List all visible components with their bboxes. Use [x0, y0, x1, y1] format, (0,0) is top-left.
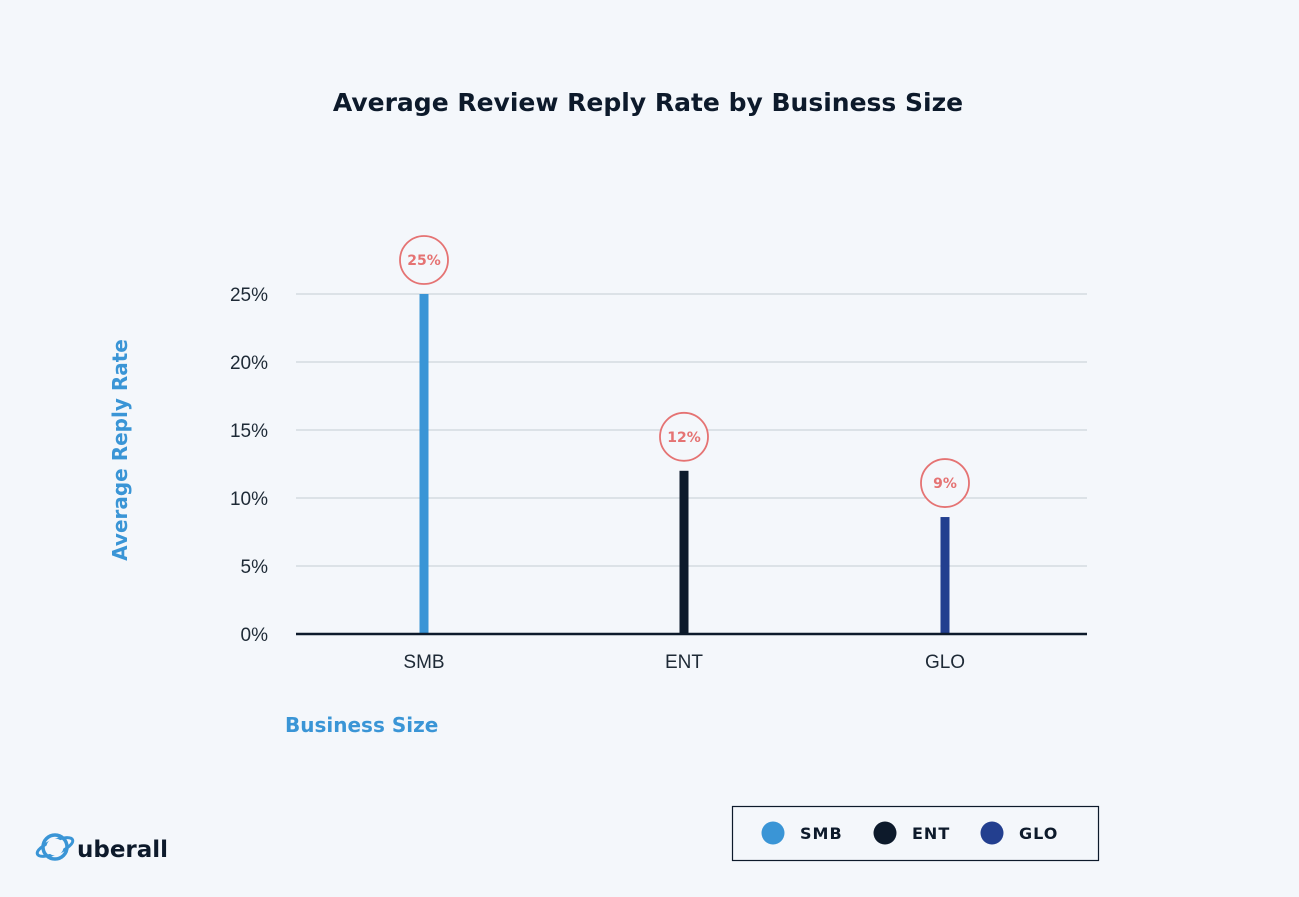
x-tick-label: GLO	[925, 652, 965, 673]
data-label-bubble	[399, 235, 449, 285]
legend-swatch	[761, 821, 785, 845]
bar-ent	[679, 470, 689, 634]
x-tick-label: SMB	[403, 652, 444, 673]
x-tick-label: ENT	[665, 652, 703, 673]
data-label-text: 9%	[933, 476, 957, 492]
legend-swatch	[873, 821, 897, 845]
y-axis-title: Average Reply Rate	[108, 339, 132, 561]
data-label-text: 25%	[407, 253, 441, 269]
data-label-text: 12%	[667, 430, 701, 446]
data-label-smb: 25%	[399, 235, 449, 285]
bar-glo	[940, 517, 950, 634]
planet-ring-icon	[35, 833, 75, 861]
y-tick-labels: 0% 5% 10% 15% 20% 25%	[230, 285, 268, 646]
bars	[419, 294, 950, 634]
logo-wordmark: uberall	[77, 837, 168, 863]
data-label-bubbles: 25% 12% 9%	[399, 235, 970, 508]
y-tick-label: 25%	[230, 285, 268, 306]
data-label-ent: 12%	[659, 411, 709, 462]
data-label-glo: 9%	[920, 458, 970, 508]
y-tick-label: 10%	[230, 489, 268, 510]
legend-label: GLO	[1019, 824, 1058, 843]
y-tick-label: 0%	[241, 625, 269, 646]
legend-item-smb: SMB	[761, 821, 843, 845]
chart-title: Average Review Reply Rate by Business Si…	[333, 88, 963, 117]
legend-box	[731, 805, 1100, 862]
legend-label: SMB	[800, 824, 843, 843]
y-tick-label: 20%	[230, 353, 268, 374]
x-axis-title: Business Size	[285, 713, 438, 737]
legend: SMB ENT GLO	[731, 805, 1100, 862]
legend-item-glo: GLO	[980, 821, 1058, 845]
uberall-logo: uberall	[35, 833, 168, 863]
legend-swatch	[980, 821, 1004, 845]
data-label-bubble	[920, 458, 970, 508]
legend-label: ENT	[912, 824, 950, 843]
x-tick-labels: SMB ENT GLO	[403, 652, 965, 673]
bar-smb	[419, 294, 429, 634]
legend-item-ent: ENT	[873, 821, 950, 845]
y-tick-label: 15%	[230, 421, 268, 442]
y-tick-label: 5%	[241, 557, 269, 578]
data-label-bubble	[659, 411, 709, 462]
